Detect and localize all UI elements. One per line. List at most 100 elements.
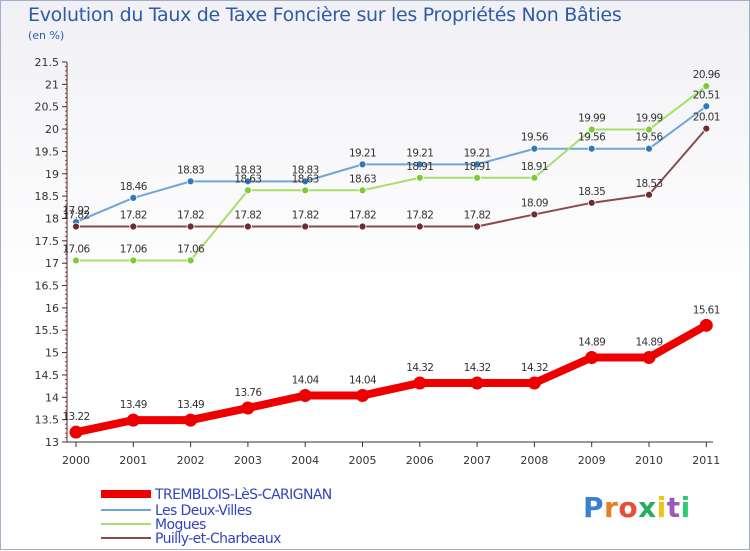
data-label: 18.46 xyxy=(120,181,148,193)
data-point xyxy=(126,413,140,427)
data-point xyxy=(702,124,711,133)
x-tick-label: 2000 xyxy=(62,454,90,467)
x-tick-label: 2010 xyxy=(635,454,663,467)
data-point xyxy=(473,173,482,182)
data-label: 13.76 xyxy=(234,387,262,399)
data-label: 13.49 xyxy=(177,399,204,411)
y-tick-label: 21 xyxy=(45,78,59,91)
x-tick-label: 2011 xyxy=(692,454,720,467)
data-point xyxy=(415,222,424,231)
data-point xyxy=(129,194,138,202)
data-point xyxy=(702,82,711,91)
data-point xyxy=(301,177,310,186)
data-point xyxy=(298,389,312,403)
data-point xyxy=(699,318,713,332)
logo-letter: x xyxy=(638,491,657,524)
data-point xyxy=(72,256,80,265)
data-point xyxy=(72,222,80,231)
y-tick-label: 13.5 xyxy=(35,414,60,427)
data-label: 17.82 xyxy=(406,210,433,222)
data-label: 19.56 xyxy=(578,132,606,144)
data-label: 13.22 xyxy=(62,411,89,423)
data-label: 17.06 xyxy=(177,243,205,255)
data-label: 18.91 xyxy=(521,161,548,173)
data-label: 14.32 xyxy=(406,362,433,374)
data-point xyxy=(645,125,653,134)
data-point xyxy=(184,413,198,427)
data-point xyxy=(527,376,541,390)
data-point xyxy=(473,222,482,231)
legend-label: TREMBLOIS-LèS-CARIGNAN xyxy=(154,487,332,503)
data-label: 19.21 xyxy=(406,147,433,159)
data-label: 17.82 xyxy=(120,210,147,222)
data-point xyxy=(530,173,539,182)
legend-label: Mogues xyxy=(155,517,206,533)
data-label: 17.06 xyxy=(120,243,148,255)
data-label: 18.35 xyxy=(578,186,605,198)
data-label: 20.51 xyxy=(693,89,720,101)
series-lines xyxy=(69,82,713,439)
series-line xyxy=(75,105,708,224)
y-tick-label: 13 xyxy=(45,436,59,449)
data-label: 14.89 xyxy=(635,337,662,349)
data-label: 13.49 xyxy=(120,399,147,411)
y-tick-label: 18.5 xyxy=(35,190,60,203)
data-label: 14.04 xyxy=(349,375,377,387)
data-point xyxy=(243,186,252,195)
data-label: 17.82 xyxy=(234,210,261,222)
data-label: 17.82 xyxy=(62,210,89,222)
proxiti-logo: Proxiti xyxy=(583,491,691,524)
data-point xyxy=(645,190,653,199)
y-tick-label: 19 xyxy=(45,168,59,181)
chart-subtitle: (en %) xyxy=(28,29,65,42)
data-point xyxy=(358,186,367,195)
data-point xyxy=(702,102,711,111)
logo-letter: i xyxy=(656,491,667,524)
data-point xyxy=(645,144,653,153)
data-label: 18.91 xyxy=(464,161,491,173)
data-point xyxy=(585,351,599,365)
data-point xyxy=(186,222,195,231)
data-point xyxy=(186,177,195,186)
data-point xyxy=(241,401,255,415)
data-label: 14.04 xyxy=(292,375,320,387)
series-labels: 13.22 13.49 13.49 13.76 14.04 14.04 14.32 14.32… xyxy=(62,69,721,423)
data-point xyxy=(129,222,138,231)
data-label: 17.92 xyxy=(62,205,89,217)
x-tick-label: 2009 xyxy=(578,454,606,467)
x-tick-label: 2007 xyxy=(463,454,491,467)
legend-label: Les Deux-Villes xyxy=(155,503,252,519)
y-tick-label: 15.5 xyxy=(35,324,60,337)
data-label: 19.56 xyxy=(521,132,549,144)
data-point xyxy=(470,376,484,390)
data-label: 19.99 xyxy=(578,113,605,125)
data-label: 17.82 xyxy=(464,210,491,222)
data-point xyxy=(413,376,427,390)
x-tick-label: 2005 xyxy=(349,454,377,467)
y-tick-label: 16.5 xyxy=(35,280,60,293)
logo-letter: r xyxy=(604,491,619,524)
data-point xyxy=(587,198,596,207)
data-label: 18.53 xyxy=(635,178,662,190)
logo-letter: i xyxy=(680,491,691,524)
data-label: 20.01 xyxy=(693,112,720,124)
x-tick-label: 2004 xyxy=(291,454,319,467)
data-point xyxy=(358,160,367,169)
data-label: 19.56 xyxy=(635,132,663,144)
data-point xyxy=(301,186,310,195)
series-line xyxy=(72,321,711,437)
chart-title: Evolution du Taux de Taxe Foncière sur l… xyxy=(28,4,622,26)
logo-letter: P xyxy=(583,491,605,524)
y-tick-label: 20.5 xyxy=(35,101,60,114)
data-point xyxy=(356,389,369,403)
data-point xyxy=(587,144,596,153)
data-point xyxy=(415,173,424,182)
y-tick-label: 17 xyxy=(45,257,59,270)
y-tick-label: 21.5 xyxy=(35,56,60,69)
data-point xyxy=(642,351,656,365)
data-label: 19.21 xyxy=(464,147,491,159)
y-tick-label: 14 xyxy=(45,391,59,404)
data-label: 18.91 xyxy=(406,161,433,173)
series-line xyxy=(75,127,708,228)
